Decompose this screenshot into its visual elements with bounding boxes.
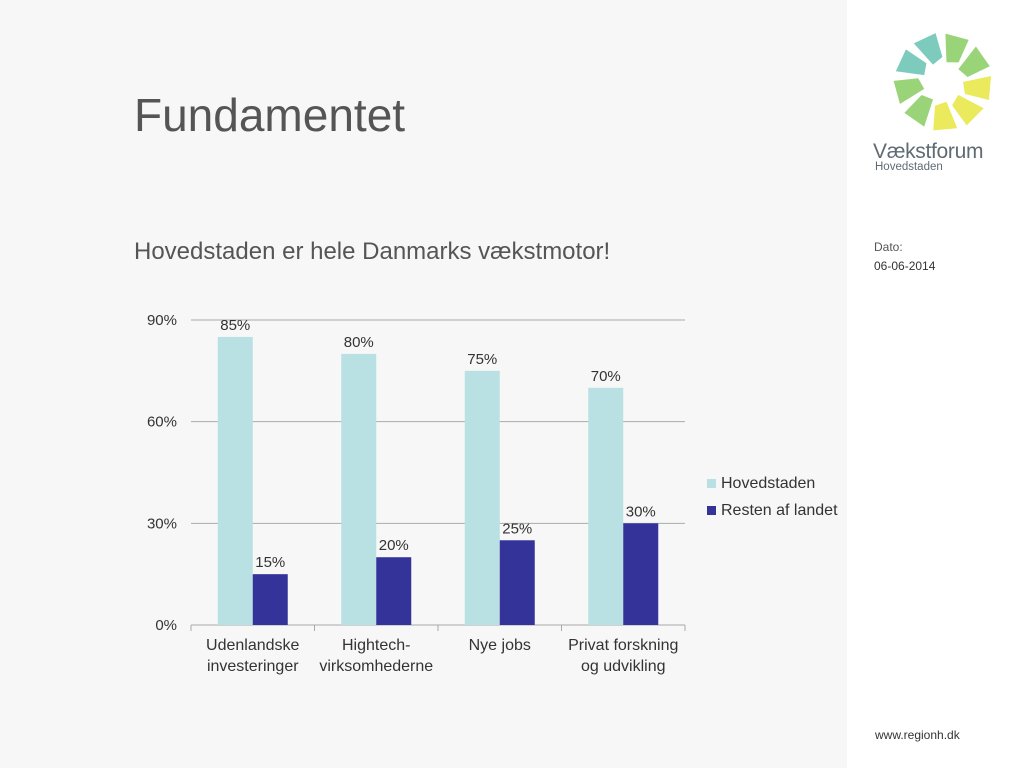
category-label: investeringer: [207, 658, 299, 675]
data-label: 70%: [591, 368, 621, 385]
logo-petal: [963, 76, 991, 100]
bar: [623, 523, 659, 625]
legend-item-hovedstaden: Hovedstaden: [707, 470, 838, 497]
bar: [341, 353, 377, 625]
date-value: 06-06-2014: [874, 259, 936, 273]
bar: [499, 540, 535, 625]
logo-name: Vækstforum: [873, 140, 984, 163]
footer-url: www.regionh.dk: [875, 728, 960, 742]
data-label: 30%: [626, 503, 656, 520]
category-label: Nye jobs: [469, 637, 531, 654]
y-tick-label: 0%: [155, 617, 177, 634]
data-label: 75%: [467, 351, 497, 368]
logo-subtitle: Hovedstaden: [875, 161, 943, 173]
date-label: Dato:: [874, 240, 903, 254]
bar: [588, 387, 624, 625]
bar: [252, 574, 288, 625]
logo-petal: [952, 94, 984, 126]
logo-petal: [958, 46, 990, 78]
legend-swatch-resten: [707, 506, 716, 515]
logo-petal: [895, 49, 927, 76]
legend-swatch-hovedstaden: [707, 479, 716, 488]
bar-chart: 0% 30% 60% 90% 85% 80% 75% 70% 15% 20% 25% 30% Udenl…: [147, 312, 686, 675]
slide-title: Fundamentet: [134, 89, 406, 141]
category-label: og udvikling: [581, 658, 666, 675]
data-label: 15%: [255, 554, 285, 571]
logo-petal: [904, 95, 933, 127]
category-label: Udenlandske: [206, 637, 300, 654]
data-label: 20%: [379, 537, 409, 554]
legend-item-resten: Resten af landet: [707, 497, 838, 524]
category-label: Hightech-: [342, 637, 410, 654]
bar: [464, 370, 500, 625]
bar: [217, 336, 253, 625]
category-label: Privat forskning: [568, 637, 678, 654]
data-label: 80%: [344, 334, 374, 351]
legend-label-resten: Resten af landet: [721, 501, 838, 519]
y-tick-label: 90%: [147, 312, 177, 329]
category-label: virksomhederne: [319, 658, 433, 675]
y-tick-label: 30%: [147, 515, 177, 532]
slide-subtitle: Hovedstaden er hele Danmarks vækstmotor!: [134, 238, 611, 265]
bar: [376, 557, 412, 625]
legend-label-hovedstaden: Hovedstaden: [721, 474, 816, 492]
logo-petal: [913, 33, 943, 65]
data-label: 85%: [220, 317, 250, 334]
data-label: 25%: [502, 520, 532, 537]
chart-legend: Hovedstaden Resten af landet: [707, 470, 838, 524]
vaekstforum-logo-icon: [893, 33, 991, 131]
logo-petal: [933, 101, 958, 131]
y-tick-label: 60%: [147, 414, 177, 431]
logo-petal: [893, 78, 925, 105]
logo-petal: [945, 33, 969, 63]
